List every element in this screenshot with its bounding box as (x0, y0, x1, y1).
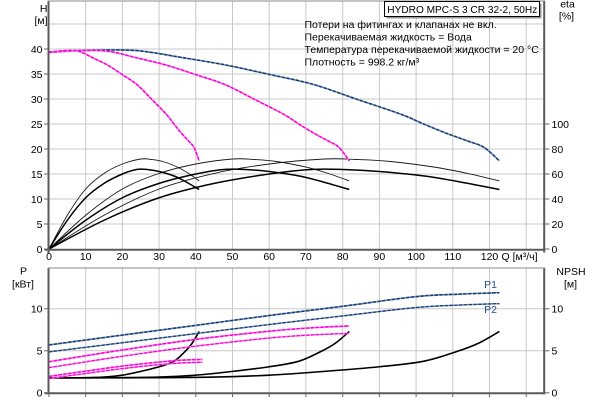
svg-text:30: 30 (31, 94, 43, 106)
svg-text:10: 10 (31, 304, 43, 316)
svg-text:0: 0 (37, 388, 43, 400)
svg-text:P: P (20, 266, 27, 278)
svg-text:[м]: [м] (34, 15, 47, 27)
svg-text:0: 0 (37, 244, 43, 256)
svg-text:10: 10 (31, 194, 43, 206)
svg-text:5: 5 (37, 346, 43, 358)
svg-text:60: 60 (552, 169, 564, 181)
svg-text:100: 100 (407, 251, 425, 263)
svg-text:[%]: [%] (559, 11, 574, 23)
svg-text:30: 30 (153, 251, 165, 263)
svg-text:[м]: [м] (564, 278, 577, 290)
svg-text:20: 20 (552, 219, 564, 231)
svg-text:H: H (40, 3, 48, 15)
svg-text:80: 80 (337, 251, 349, 263)
svg-text:P1: P1 (484, 279, 497, 291)
svg-text:90: 90 (374, 251, 386, 263)
svg-text:40: 40 (552, 194, 564, 206)
svg-text:20: 20 (31, 144, 43, 156)
svg-text:15: 15 (31, 169, 43, 181)
svg-text:60: 60 (263, 251, 275, 263)
svg-text:[кВт]: [кВт] (12, 279, 34, 291)
svg-text:20: 20 (117, 251, 129, 263)
svg-text:5: 5 (552, 346, 558, 358)
svg-text:70: 70 (300, 251, 312, 263)
svg-text:35: 35 (31, 69, 43, 81)
svg-text:Температура перекачиваемой жид: Температура перекачиваемой жидкости = 20… (305, 44, 540, 56)
svg-text:100: 100 (552, 119, 570, 131)
svg-text:eta: eta (560, 0, 575, 11)
svg-text:110: 110 (444, 251, 461, 263)
svg-text:50: 50 (227, 251, 239, 263)
svg-text:NPSH: NPSH (556, 266, 585, 278)
svg-text:25: 25 (31, 119, 43, 131)
svg-text:Плотность = 998.2 кг/м³: Плотность = 998.2 кг/м³ (305, 57, 420, 69)
svg-text:HYDRO MPC-S 3 CR 32-2, 50Hz: HYDRO MPC-S 3 CR 32-2, 50Hz (387, 4, 537, 16)
svg-text:Потери на фитингах и клапанах: Потери на фитингах и клапанах не вкл. (305, 19, 497, 31)
svg-text:P2: P2 (484, 304, 497, 316)
svg-text:Q [м³/ч]: Q [м³/ч] (502, 251, 538, 263)
svg-text:40: 40 (190, 251, 202, 263)
svg-text:0: 0 (46, 251, 52, 263)
svg-text:10: 10 (80, 251, 92, 263)
svg-text:80: 80 (552, 144, 564, 156)
svg-text:Перекачиваемая жидкость = Вода: Перекачиваемая жидкость = Вода (305, 32, 472, 44)
svg-text:0: 0 (552, 244, 558, 256)
svg-text:40: 40 (31, 44, 43, 56)
svg-text:5: 5 (37, 219, 43, 231)
svg-text:120: 120 (481, 251, 499, 263)
svg-text:10: 10 (552, 304, 564, 316)
svg-text:0: 0 (552, 388, 558, 400)
